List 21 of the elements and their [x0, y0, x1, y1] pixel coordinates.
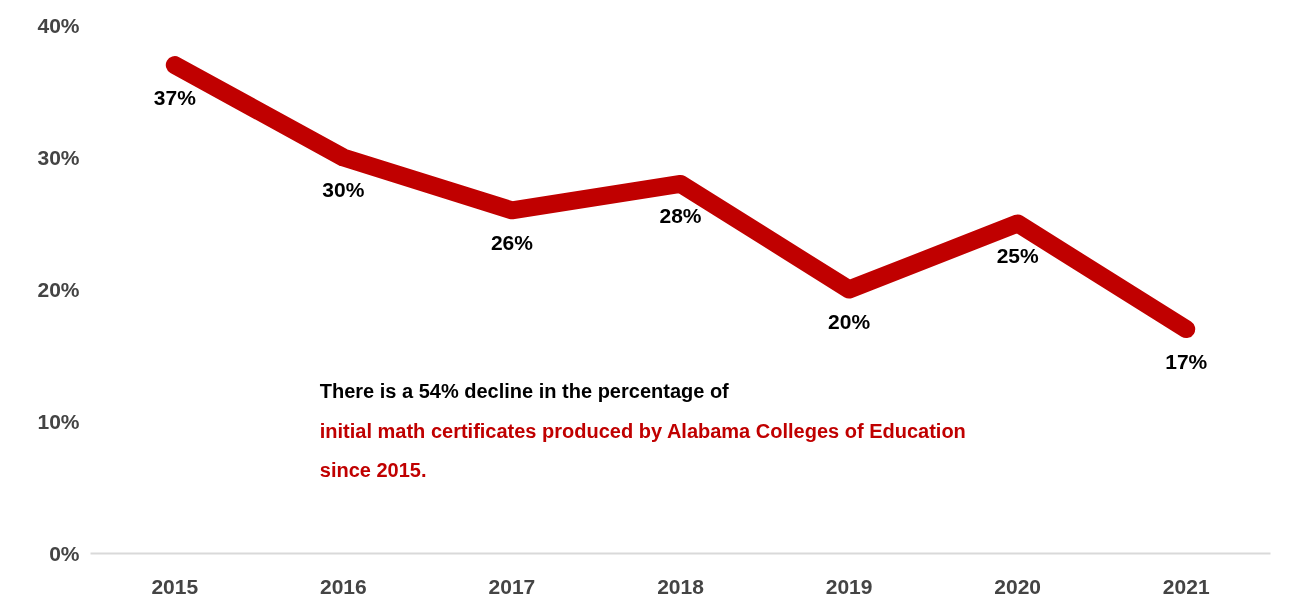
- annotation: There is a 54% decline in the percentage of: [319, 380, 730, 403]
- x-tick-label: 2015: [151, 574, 199, 598]
- x-tick-label: 2019: [825, 574, 873, 598]
- y-tick-label: 0%: [49, 542, 80, 565]
- data-label: 30%: [322, 178, 365, 201]
- data-label: 20%: [828, 310, 871, 333]
- data-label: 25%: [996, 244, 1039, 267]
- y-tick-label: 20%: [37, 278, 80, 301]
- y-tick-label: 40%: [37, 14, 80, 37]
- data-label: 28%: [659, 204, 702, 228]
- annotation: initial math certificates produced by Alabama Colleges of Education since 2015.: [319, 419, 966, 482]
- data-label: 37%: [153, 85, 197, 109]
- y-tick-label: 10%: [37, 410, 80, 433]
- y-tick-label: 30%: [37, 146, 80, 169]
- x-tick-label: 2018: [657, 574, 705, 598]
- x-tick-label: 2017: [488, 574, 536, 598]
- data-label: 26%: [490, 230, 534, 254]
- x-tick-label: 2016: [320, 574, 367, 598]
- x-tick-label: 2021: [1162, 574, 1210, 598]
- x-tick-label: 2020: [994, 574, 1041, 598]
- data-label: 17%: [1165, 349, 1208, 373]
